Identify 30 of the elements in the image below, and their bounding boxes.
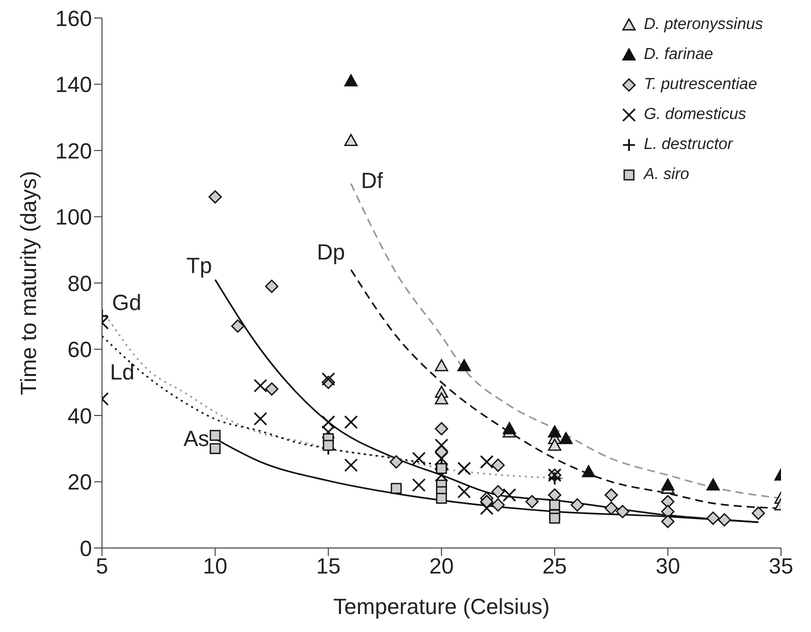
y-tick-label: 0: [80, 536, 92, 561]
x-tick-label: 15: [316, 554, 341, 579]
y-tick-label: 160: [55, 6, 92, 31]
x-tick-label: 30: [656, 554, 680, 579]
y-tick-label: 40: [68, 403, 92, 428]
legend-label: L. destructor: [644, 136, 733, 154]
y-tick-label: 140: [55, 72, 92, 98]
series-label: Tp: [186, 253, 212, 278]
x-tick-label: 35: [768, 554, 794, 579]
x-tick-label: 25: [542, 554, 567, 579]
legend-label: D. farinae: [644, 46, 714, 64]
y-tick-label: 60: [68, 337, 92, 362]
x-tick-label: 5: [96, 554, 108, 579]
legend-label: G. domesticus: [644, 106, 746, 124]
legend-label: A. siro: [644, 166, 690, 184]
legend-label: D. pteronyssinus: [644, 16, 763, 34]
y-tick-label: 80: [68, 270, 92, 296]
series-label: Df: [360, 168, 384, 194]
y-axis-title: Time to maturity (days): [16, 170, 41, 396]
legend-label: T. putrescentiae: [644, 76, 758, 94]
x-tick-label: 10: [202, 554, 228, 579]
y-tick-label: 100: [55, 204, 92, 230]
y-tick-label: 120: [55, 138, 92, 164]
x-axis-title: Temperature (Celsius): [333, 594, 550, 619]
series-label: Dp: [316, 239, 346, 264]
y-tick-label: 20: [68, 470, 92, 495]
series-label: As: [183, 426, 210, 452]
series-label: Ld: [110, 360, 134, 384]
series-label: Gd: [112, 290, 142, 315]
x-tick-label: 20: [429, 554, 454, 579]
